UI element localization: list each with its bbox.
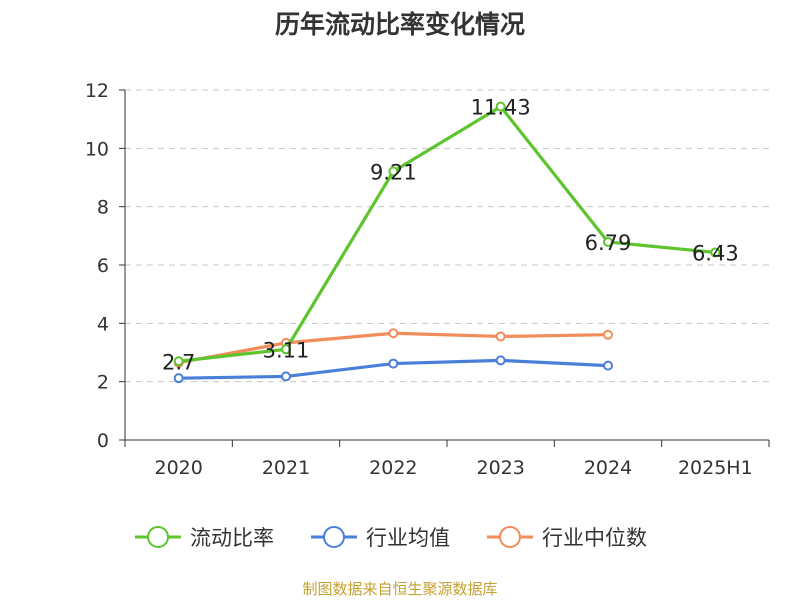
data-point[interactable] bbox=[281, 344, 291, 355]
y-tick-label: 12 bbox=[85, 80, 109, 102]
data-labels: 2.7 3.11 9.21 11.43 6.79 6.43 bbox=[162, 96, 739, 375]
data-point[interactable] bbox=[603, 360, 613, 371]
legend-marker bbox=[499, 526, 521, 548]
y-tick-label: 10 bbox=[85, 138, 109, 160]
data-point[interactable] bbox=[495, 331, 506, 342]
legend: 流动比率 行业均值 行业中位数 bbox=[135, 526, 647, 550]
legend-item-0[interactable]: 流动比率 bbox=[135, 526, 274, 550]
data-point[interactable] bbox=[603, 329, 613, 340]
y-tick-label: 0 bbox=[97, 430, 109, 452]
chart-title: 历年流动比率变化情况 bbox=[275, 10, 525, 39]
x-tick-label: 2022 bbox=[369, 457, 417, 479]
data-point[interactable] bbox=[710, 247, 721, 258]
x-tick-label: 2023 bbox=[476, 457, 524, 479]
grid-lines bbox=[125, 89, 769, 383]
source-note: 制图数据来自恒生聚源数据库 bbox=[302, 580, 497, 598]
data-point[interactable] bbox=[173, 356, 184, 367]
legend-marker bbox=[147, 526, 169, 548]
data-point[interactable] bbox=[281, 371, 291, 382]
y-tick-label: 8 bbox=[97, 197, 109, 219]
data-point[interactable] bbox=[388, 358, 399, 369]
y-tick-label: 2 bbox=[97, 372, 109, 394]
legend-item-2[interactable]: 行业中位数 bbox=[487, 526, 647, 550]
data-label: 6.43 bbox=[692, 241, 739, 265]
data-label: 11.43 bbox=[471, 96, 531, 120]
legend-label: 行业中位数 bbox=[542, 526, 647, 550]
y-tick-label: 6 bbox=[97, 255, 109, 277]
series-0 bbox=[173, 101, 721, 367]
legend-label: 行业均值 bbox=[366, 526, 450, 550]
legend-label: 流动比率 bbox=[190, 526, 274, 550]
series-1 bbox=[173, 355, 613, 384]
data-point[interactable] bbox=[495, 101, 506, 112]
axes: 0 2 4 6 8 10 12 2020 2021 2022 2023 2024 2025H1 bbox=[85, 80, 770, 479]
legend-item-1[interactable]: 行业均值 bbox=[311, 526, 450, 550]
data-point[interactable] bbox=[603, 236, 613, 247]
data-point[interactable] bbox=[495, 355, 506, 366]
data-label: 2.7 bbox=[162, 350, 195, 374]
legend-marker bbox=[323, 526, 345, 548]
x-tick-label: 2021 bbox=[262, 457, 310, 479]
data-label: 9.21 bbox=[370, 160, 417, 184]
y-tick-label: 4 bbox=[97, 313, 109, 335]
series-layer bbox=[173, 101, 721, 384]
x-tick-label: 2025H1 bbox=[678, 457, 753, 479]
data-label: 6.79 bbox=[585, 231, 632, 255]
data-point[interactable] bbox=[388, 328, 399, 339]
x-tick-label: 2024 bbox=[584, 457, 632, 479]
series-line bbox=[178, 105, 716, 363]
x-tick-label: 2020 bbox=[154, 457, 202, 479]
data-point[interactable] bbox=[388, 166, 399, 177]
data-label: 3.11 bbox=[263, 338, 310, 362]
data-point[interactable] bbox=[173, 373, 184, 384]
